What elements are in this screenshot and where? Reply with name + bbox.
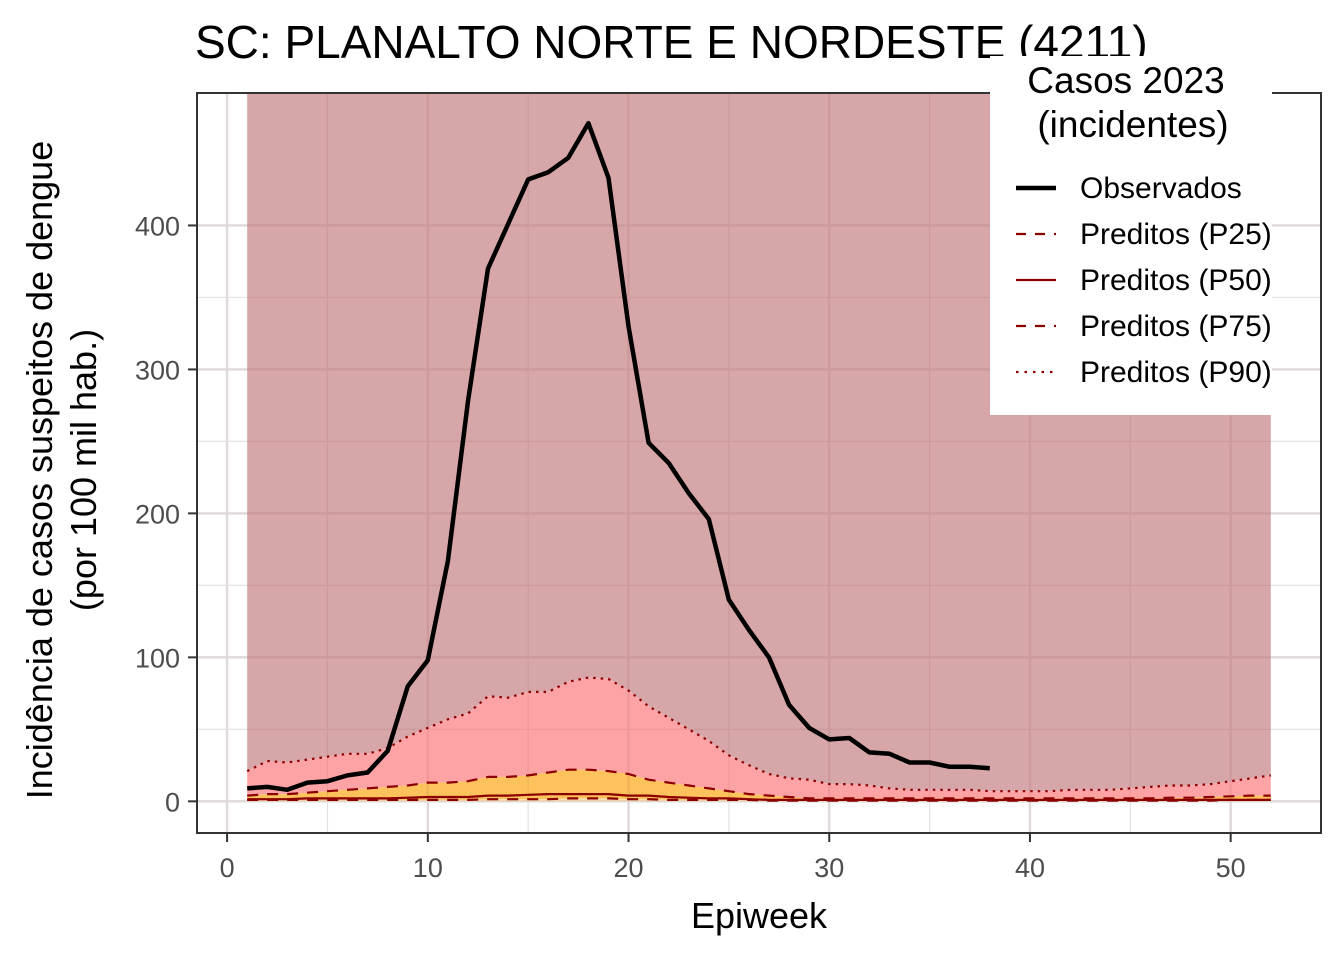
y-axis: 0 100 200 300 400 (135, 211, 197, 817)
x-axis-title: Epiweek (691, 895, 828, 936)
legend-title-line-1: Casos 2023 (1027, 60, 1224, 101)
legend-label-preditos-p90: Preditos (P90) (1080, 356, 1272, 389)
legend-label-preditos-p75: Preditos (P75) (1080, 310, 1272, 343)
legend-label-preditos-p50: Preditos (P50) (1080, 264, 1272, 297)
series-line-preditos-p50 (247, 792, 1271, 802)
y-tick-label-300: 300 (135, 355, 180, 385)
legend: Casos 2023 (incidentes) Observados Predit… (990, 56, 1272, 415)
legend-background (990, 56, 1272, 415)
y-axis-title-line-2: (por 100 mil hab.) (63, 329, 104, 611)
band-below-p25 (247, 798, 1271, 802)
band-p75-p90 (247, 677, 1271, 799)
band-p25-p75 (247, 769, 1271, 801)
series-lines (246, 120, 1271, 802)
legend-label-observados: Observados (1080, 172, 1242, 205)
legend-items: Observados Preditos (P25) Preditos (P50) Pr… (1016, 172, 1272, 389)
chart-title: SC: PLANALTO NORTE E NORDESTE (4211) (195, 16, 1148, 68)
legend-title-line-2: (incidentes) (1037, 104, 1228, 145)
y-axis-title: Incidência de casos suspeitos de dengue … (19, 141, 104, 799)
x-tick-label-50: 50 (1216, 853, 1246, 883)
y-tick-label-100: 100 (135, 643, 180, 673)
legend-label-preditos-p25: Preditos (P25) (1080, 218, 1272, 251)
y-axis-title-line-1: Incidência de casos suspeitos de dengue (19, 141, 60, 799)
y-tick-label-200: 200 (135, 499, 180, 529)
x-tick-label-20: 20 (614, 853, 644, 883)
y-tick-label-400: 400 (135, 211, 180, 241)
x-axis: 0 10 20 30 40 50 (220, 833, 1246, 883)
panel-border (196, 92, 1322, 834)
x-tick-label-30: 30 (814, 853, 844, 883)
series-line-preditos-p25 (247, 797, 1271, 802)
x-tick-label-10: 10 (413, 853, 443, 883)
series-line-observados (247, 120, 990, 793)
x-tick-label-40: 40 (1015, 853, 1045, 883)
y-tick-label-0: 0 (165, 787, 180, 817)
x-tick-label-0: 0 (220, 853, 235, 883)
